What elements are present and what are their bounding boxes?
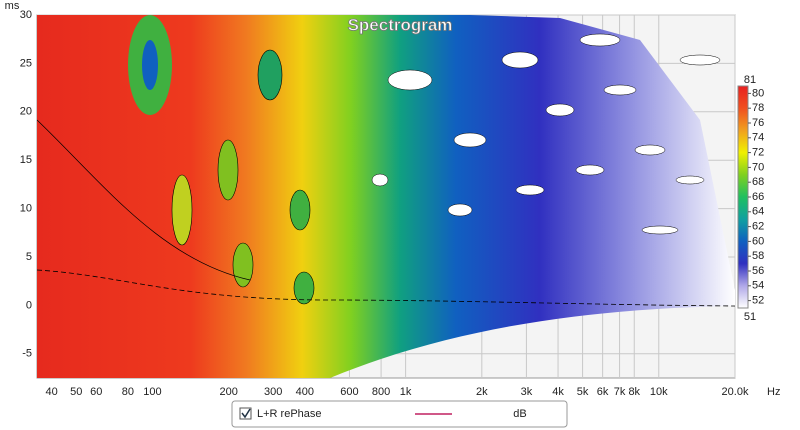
y-tick-label: 25 — [20, 57, 32, 69]
colorbar-tick-label: 78 — [752, 102, 764, 114]
x-tick-label: 10k — [650, 386, 668, 398]
x-tick-label: 7k — [614, 386, 626, 398]
x-tick-label: 600 — [340, 386, 358, 398]
spectrogram-field — [37, 15, 735, 378]
colorbar-max-label: 81 — [744, 74, 756, 86]
y-axis-label: ms — [5, 0, 20, 12]
legend-box — [231, 400, 568, 428]
y-tick-label: 20 — [20, 106, 32, 118]
colorbar-tick-label: 56 — [752, 265, 764, 277]
x-tick-label: 3k — [521, 386, 533, 398]
legend-name: L+R rePhase — [257, 408, 322, 420]
x-tick-label: 40 — [46, 386, 58, 398]
colorbar-tick-label: 66 — [752, 191, 764, 203]
colorbar-tick-label: 52 — [752, 295, 764, 307]
x-tick-label: 800 — [372, 386, 390, 398]
x-tick-label: 80 — [122, 386, 134, 398]
x-tick-label: 2k — [476, 386, 488, 398]
contour-blob — [293, 271, 315, 305]
legend-unit: dB — [513, 408, 526, 420]
contour-blob — [171, 174, 193, 246]
x-tick-label: 100 — [143, 386, 161, 398]
legend-checkbox[interactable] — [239, 407, 252, 420]
contour-holes — [371, 33, 721, 235]
colorbar-tick-label: 74 — [752, 132, 764, 144]
x-tick-label: 6k — [597, 386, 609, 398]
chart-title: Spectrogram — [348, 15, 453, 34]
x-tick-label: 50 — [70, 386, 82, 398]
x-tick-label: 400 — [296, 386, 314, 398]
colorbar-tick-label: 58 — [752, 250, 764, 262]
x-tick-label: 8k — [628, 386, 640, 398]
colorbar-min-label: 51 — [744, 311, 756, 323]
y-tick-label: 30 — [20, 9, 32, 21]
colorbar-tick-label: 62 — [752, 221, 764, 233]
y-tick-label: -5 — [22, 348, 32, 360]
y-tick-label: 15 — [20, 154, 32, 166]
x-tick-label: 20.0k — [722, 386, 749, 398]
colorbar-tick-label: 64 — [752, 206, 764, 218]
colorbar-tick-label: 60 — [752, 235, 764, 247]
x-unit-label: Hz — [767, 386, 780, 398]
contour-blob — [289, 189, 311, 231]
colorbar-tick-label: 68 — [752, 176, 764, 188]
x-tick-label: 60 — [90, 386, 102, 398]
x-tick-label: 200 — [219, 386, 237, 398]
contour-blob — [232, 242, 254, 288]
legend: L+R rePhase dB — [231, 400, 568, 428]
x-tick-label: 1k — [400, 386, 412, 398]
contour-line — [37, 119, 251, 281]
contour-blob — [142, 40, 158, 90]
contour-line — [37, 269, 735, 307]
colorbar-tick-label: 80 — [752, 87, 764, 99]
colorbar-tick-label: 70 — [752, 161, 764, 173]
colorbar-tick-label: 54 — [752, 280, 764, 292]
contour-blob — [217, 139, 239, 201]
colorbar-tick-label: 72 — [752, 147, 764, 159]
contour-blob — [257, 49, 283, 101]
y-tick-label: 0 — [26, 299, 32, 311]
colorbar-tick-label: 76 — [752, 117, 764, 129]
x-tick-label: 300 — [264, 386, 282, 398]
y-tick-label: 5 — [26, 251, 32, 263]
x-tick-label: 4k — [552, 386, 564, 398]
y-tick-label: 10 — [20, 203, 32, 215]
x-tick-label: 5k — [577, 386, 589, 398]
colorbar — [737, 85, 749, 309]
checkmark — [241, 408, 251, 419]
